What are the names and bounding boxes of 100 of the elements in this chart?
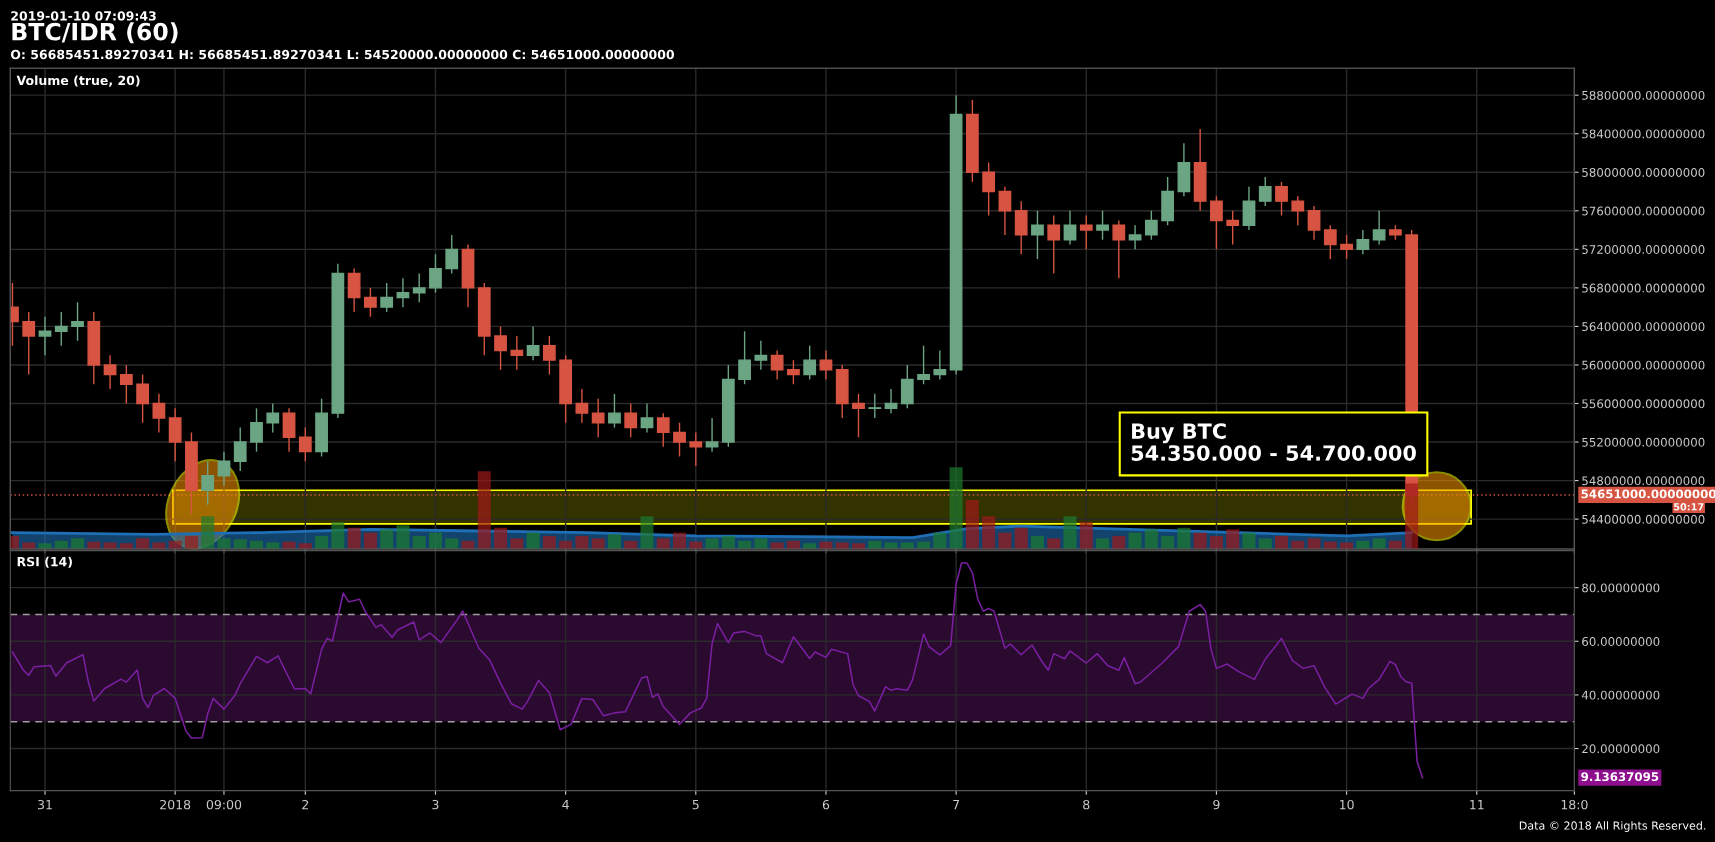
candlestick: [526, 325, 540, 361]
bar: [982, 516, 996, 549]
x-tick-label: 7: [953, 800, 960, 810]
x-tick-label: 4: [562, 800, 569, 810]
bar: [526, 532, 540, 549]
bar: [266, 542, 280, 549]
candlestick: [71, 301, 84, 342]
bar: [363, 532, 377, 549]
y-tick-label: 80.00000000: [1582, 583, 1660, 593]
bar: [184, 535, 198, 549]
candlestick: [266, 402, 280, 434]
candlestick: [510, 335, 524, 371]
bar: [542, 535, 556, 549]
y-tick-label: 54800000.00000000: [1582, 476, 1705, 486]
y-tick-label: 60.00000000: [1582, 637, 1660, 646]
bar: [494, 527, 508, 549]
bar: [412, 535, 426, 549]
text: 50:17: [1673, 503, 1704, 511]
x-tick-label: 18:0: [1561, 799, 1588, 810]
bar: [233, 539, 247, 549]
candlestick: [445, 234, 459, 275]
x-tick-label: 31: [38, 799, 52, 810]
bar: [201, 516, 215, 549]
candlestick: [1063, 210, 1077, 246]
candlestick: [1356, 229, 1370, 255]
candlestick: [380, 282, 394, 313]
bar: [884, 542, 898, 549]
bar: [217, 538, 231, 549]
candlestick: [608, 393, 621, 429]
bar: [673, 532, 687, 549]
bar: [1405, 483, 1419, 549]
candlestick: [591, 397, 605, 438]
y-tick-label: 58800000.00000000: [1582, 90, 1705, 100]
candlestick: [119, 364, 133, 405]
candlestick: [819, 349, 833, 381]
bar: [1030, 535, 1044, 549]
y-tick-label: 55200000.00000000: [1582, 437, 1705, 447]
annotation: Volume (true, 20): [16, 75, 140, 87]
candlestick: [54, 311, 68, 347]
candlestick: [1079, 214, 1093, 251]
annotation: RSI (14): [17, 556, 72, 568]
x-tick-label: 11: [1470, 800, 1484, 810]
candlestick: [1340, 234, 1353, 260]
y-tick-label: 58400000.00000000: [1582, 129, 1705, 139]
candlestick: [1047, 214, 1061, 275]
x-tick-label: 5: [692, 800, 699, 810]
x-tick-label: 3: [432, 799, 439, 810]
y-tick-label: 40.00000000: [1581, 690, 1660, 700]
x-tick-label: 10: [1340, 799, 1354, 810]
candlestick: [982, 161, 996, 217]
candlestick: [1258, 176, 1272, 207]
candlestick: [673, 422, 686, 458]
candlestick: [917, 344, 930, 385]
bar: [1193, 532, 1207, 549]
bar: [396, 525, 410, 549]
candlestick: [1291, 195, 1305, 226]
bar: [965, 499, 979, 549]
candlestick: [22, 311, 36, 376]
text: 2019-01-10 07:09:43: [11, 11, 156, 21]
candlestick: [1275, 181, 1288, 217]
candlestick: [1323, 224, 1337, 260]
x-tick-label: 9: [1213, 799, 1220, 810]
bar: [103, 542, 117, 549]
bar: [38, 543, 52, 549]
candlestick: [38, 316, 52, 357]
bar: [477, 471, 491, 549]
bar: [1372, 538, 1386, 549]
x-tick-label: 2: [302, 799, 309, 810]
candlestick: [233, 426, 247, 472]
bar: [1242, 532, 1256, 549]
candlestick: [250, 407, 263, 453]
y-tick-label: 56000000.00000000: [1582, 360, 1705, 370]
bar: [1161, 535, 1175, 549]
candlestick: [998, 186, 1012, 236]
candlestick: [754, 340, 768, 371]
y-tick-label: 56400000.00000000: [1582, 322, 1705, 332]
text: Data © 2018 All Rights Reserved.: [1519, 821, 1706, 832]
bar: [1014, 527, 1028, 549]
bar: [1112, 535, 1126, 549]
candlestick: [364, 287, 377, 318]
bar: [754, 538, 768, 549]
bar: [1258, 538, 1272, 549]
bar: [1079, 522, 1093, 549]
candlestick: [298, 426, 312, 463]
candlestick: [705, 417, 719, 453]
candlestick: [803, 344, 817, 381]
candlestick: [1112, 219, 1126, 279]
bar: [705, 538, 719, 549]
bar: [380, 529, 394, 549]
bar: [721, 535, 735, 549]
candlestick: [1307, 205, 1321, 241]
bar: [1209, 535, 1223, 549]
x-tick-label: 6: [822, 799, 830, 810]
candlestick: [738, 330, 751, 385]
bar: [331, 522, 345, 549]
bar: [591, 538, 605, 549]
chart-subtitle: O: 56685451.89270341 H: 56685451.89270341 L: 54520000.00000000 C: 54651000.00000000: [10, 49, 675, 60]
candlestick: [868, 393, 882, 419]
x-tick-label: 8: [1083, 799, 1090, 810]
candlestick: [494, 325, 507, 371]
